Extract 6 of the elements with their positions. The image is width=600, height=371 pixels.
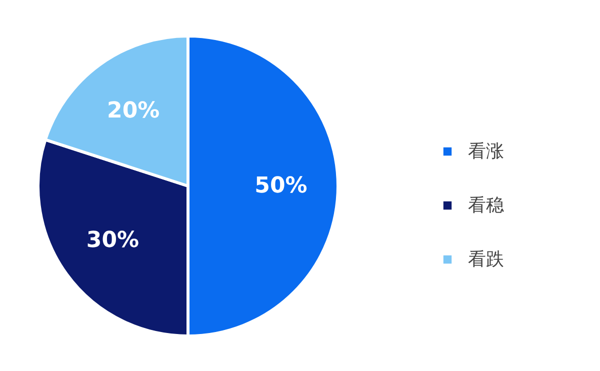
data-label: 20% — [107, 98, 160, 124]
data-label: 30% — [86, 228, 140, 254]
data-label: 50% — [254, 174, 308, 198]
legend-label: 看跌 — [468, 248, 504, 271]
legend-label: 看涨 — [468, 140, 504, 163]
legend-label: 看稳 — [468, 194, 504, 217]
